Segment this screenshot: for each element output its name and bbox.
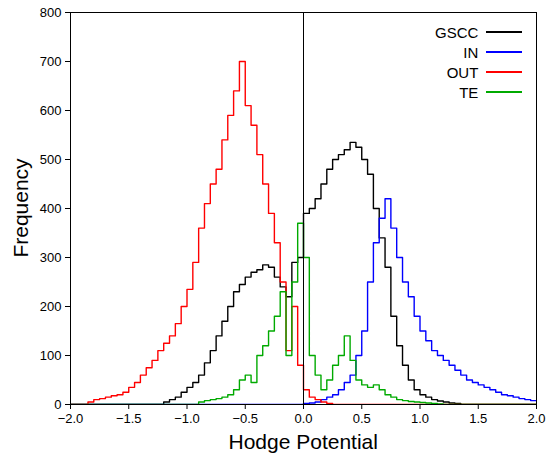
svg-text:1.0: 1.0 <box>411 411 429 426</box>
svg-text:−0.5: −0.5 <box>232 411 258 426</box>
svg-text:2.0: 2.0 <box>527 411 545 426</box>
svg-text:200: 200 <box>40 299 62 314</box>
svg-text:−1.0: −1.0 <box>174 411 200 426</box>
svg-text:1.5: 1.5 <box>469 411 487 426</box>
html-text:OUT: OUT <box>446 63 479 81</box>
svg-text:400: 400 <box>40 201 62 216</box>
svg-text:700: 700 <box>40 54 62 69</box>
html-text:Hodge Potential: Hodge Potential <box>228 430 378 453</box>
svg-text:0: 0 <box>54 397 61 412</box>
svg-text:600: 600 <box>40 103 62 118</box>
svg-text:0.5: 0.5 <box>353 411 371 426</box>
html-text:GSCC: GSCC <box>435 23 479 41</box>
svg-text:−2.0: −2.0 <box>58 411 84 426</box>
svg-text:800: 800 <box>40 5 62 20</box>
svg-text:−1.5: −1.5 <box>116 411 142 426</box>
html-text:Frequency: Frequency <box>8 158 32 258</box>
svg-text:300: 300 <box>40 250 62 265</box>
svg-text:100: 100 <box>40 348 62 363</box>
html-text:IN: IN <box>463 43 479 61</box>
html-text:TE: TE <box>459 83 479 101</box>
svg-text:0.0: 0.0 <box>294 411 312 426</box>
svg-text:500: 500 <box>40 152 62 167</box>
